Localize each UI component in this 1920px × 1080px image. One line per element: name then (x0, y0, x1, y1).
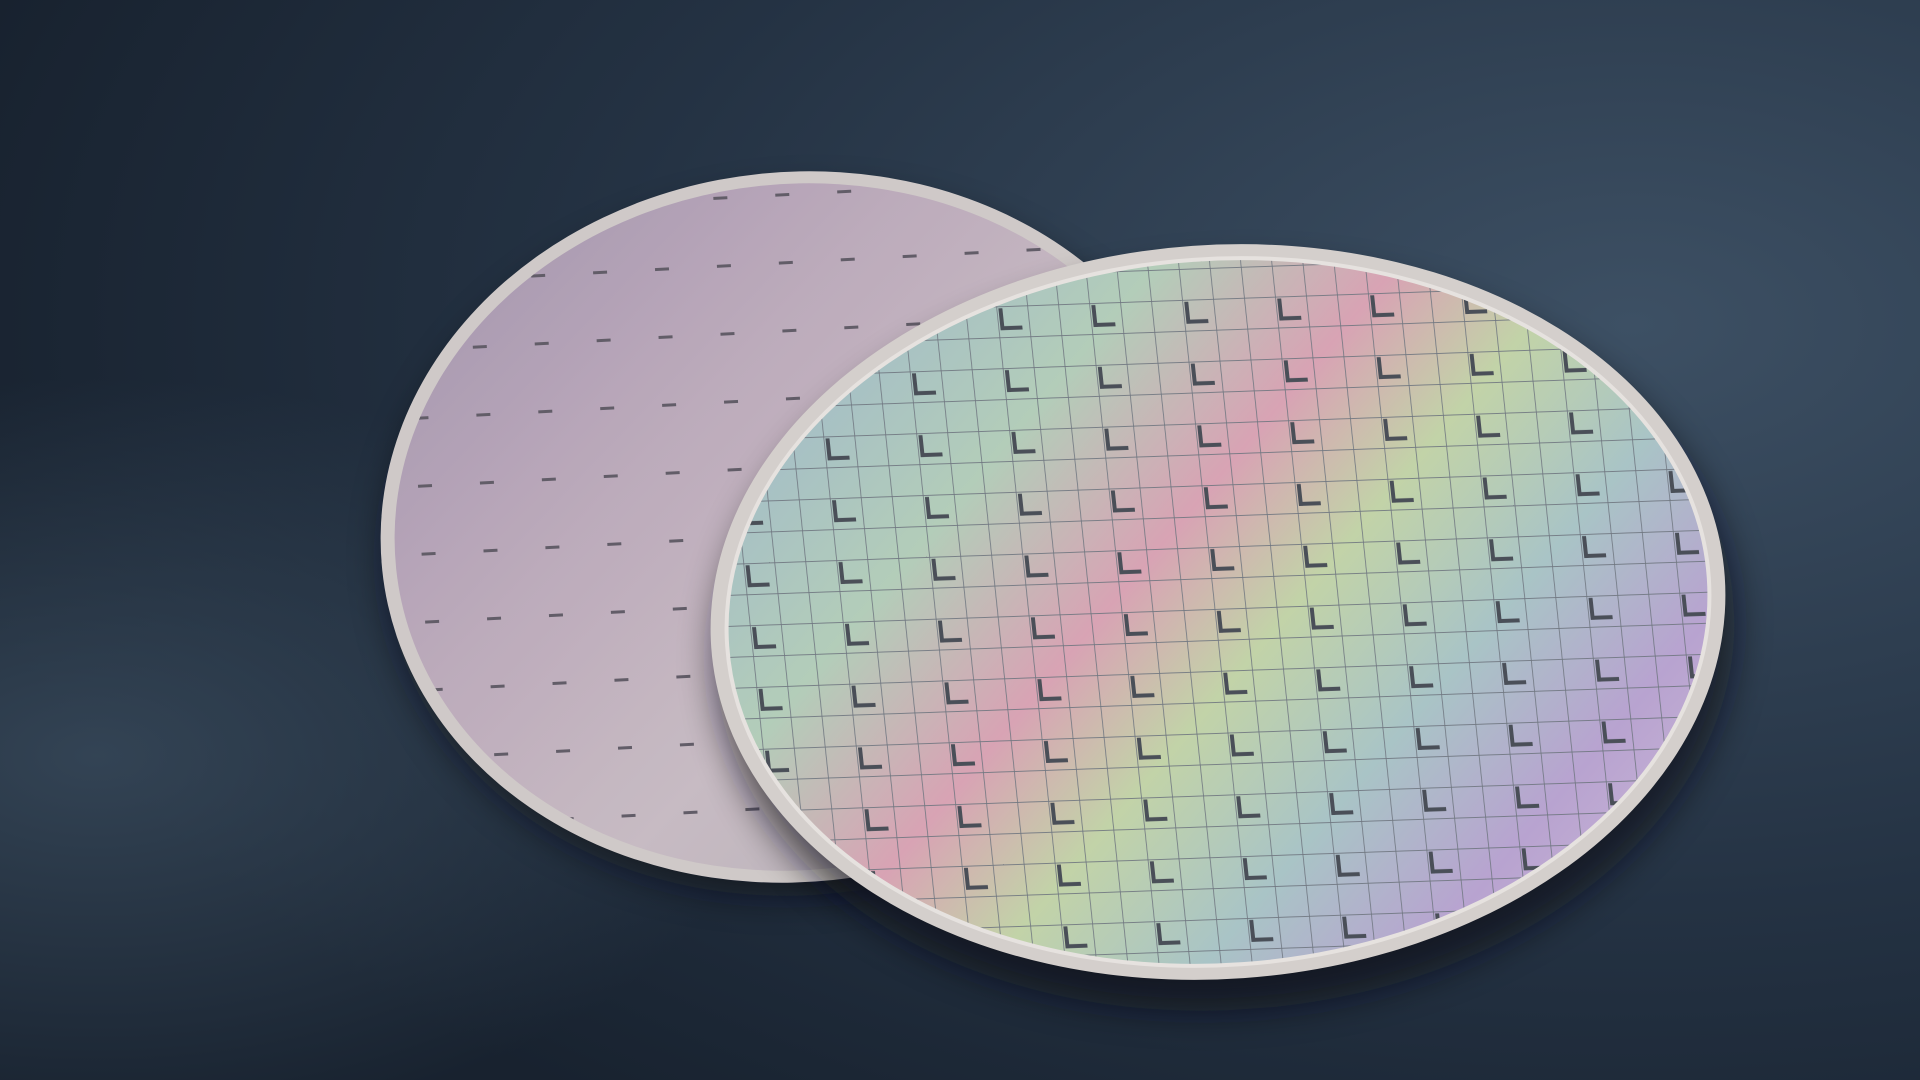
front-wafer (702, 240, 1735, 1011)
